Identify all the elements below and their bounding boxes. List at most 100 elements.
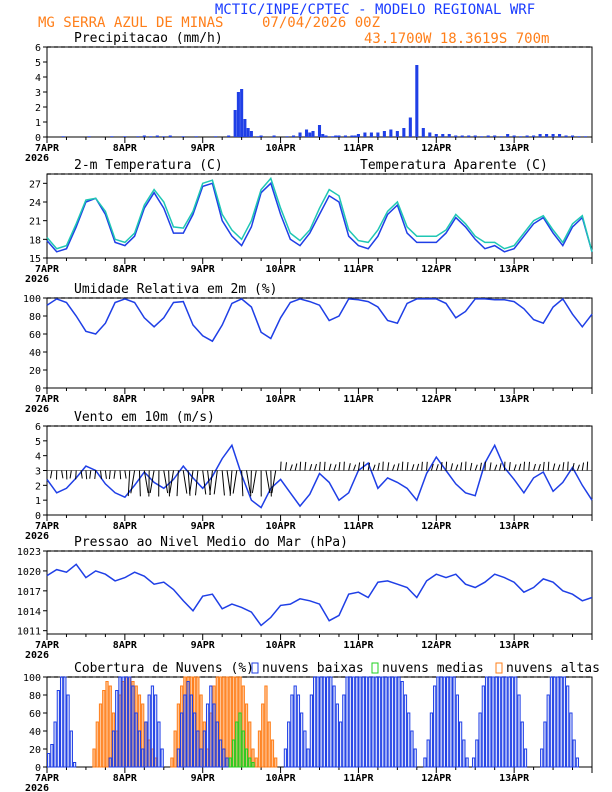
cloud-bar-0 bbox=[215, 721, 219, 768]
cloud-bar-2 bbox=[267, 721, 271, 768]
cloud-bar-0 bbox=[446, 676, 450, 768]
y-tick-label: 6 bbox=[35, 422, 41, 433]
cloud-bar-0 bbox=[196, 730, 200, 768]
x-tick-label: 8APR bbox=[113, 143, 138, 154]
cloud-bar-0 bbox=[364, 676, 369, 768]
wind-barb bbox=[241, 470, 244, 497]
cloud-bar-2 bbox=[102, 690, 106, 768]
cloud-bar-2 bbox=[261, 703, 265, 768]
y-tick-label: 20 bbox=[29, 366, 41, 377]
wind-barb bbox=[503, 461, 506, 471]
x-tick-label: 13APR bbox=[499, 394, 530, 405]
cloud-bar-0 bbox=[556, 676, 560, 768]
wind-barb bbox=[127, 470, 131, 497]
x-tick-label: 12APR bbox=[421, 521, 452, 532]
precip-bar bbox=[249, 131, 253, 137]
precip-bar bbox=[227, 135, 231, 137]
wind-barb bbox=[309, 464, 313, 471]
cloud-bar-0 bbox=[300, 712, 304, 768]
precip-bar bbox=[493, 135, 497, 137]
cloud-bar-0 bbox=[338, 721, 343, 768]
x-tick-label: 11APR bbox=[343, 394, 374, 405]
cloud-bar-0 bbox=[400, 681, 404, 768]
precip-bar bbox=[369, 132, 373, 137]
cloud-bar-0 bbox=[121, 676, 125, 768]
wind-barb bbox=[479, 462, 482, 471]
cloud-bar-0 bbox=[403, 694, 408, 768]
x-tick-label: 12APR bbox=[421, 394, 452, 405]
wind-barb bbox=[528, 461, 531, 471]
cloud-bar-0 bbox=[566, 685, 570, 768]
wind-barb bbox=[562, 462, 565, 471]
wind-barb bbox=[450, 463, 454, 471]
wind-barb bbox=[61, 470, 64, 479]
cloud-bar-0 bbox=[303, 730, 307, 768]
wind-barb bbox=[518, 463, 522, 471]
cloud-bar-0 bbox=[128, 676, 132, 768]
wind-barb bbox=[89, 470, 92, 479]
cloud-bar-2 bbox=[254, 757, 258, 768]
wind-barb bbox=[445, 461, 448, 471]
y-tick-label: 60 bbox=[29, 709, 41, 720]
precip-bar bbox=[259, 135, 263, 137]
panel-2: 15 18 21 24 27 7APR 8APR 9APR 10APR 11APR 12APR 13A… bbox=[25, 158, 593, 285]
cloud-bar-0 bbox=[332, 685, 336, 768]
x-tick-label: 12APR bbox=[421, 773, 452, 784]
cloud-bar-2 bbox=[92, 748, 96, 768]
cloud-bar-0 bbox=[462, 739, 466, 768]
y-tick-label: 0 bbox=[35, 511, 41, 522]
x-tick-label: 13APR bbox=[499, 264, 530, 275]
cloud-bar-0 bbox=[394, 676, 398, 768]
y-tick-label: 1 bbox=[35, 118, 41, 129]
series-line-1 bbox=[46, 176, 593, 252]
wind-barb bbox=[304, 461, 307, 471]
y-tick-label: 6 bbox=[35, 43, 41, 54]
precip-bar bbox=[285, 136, 289, 137]
precip-bar bbox=[428, 132, 432, 137]
cloud-bar-0 bbox=[147, 694, 151, 768]
wind-barb bbox=[416, 463, 420, 471]
cloud-bar-0 bbox=[222, 748, 226, 768]
cloud-bar-0 bbox=[290, 694, 294, 768]
precip-bar bbox=[243, 119, 247, 137]
wind-barb bbox=[372, 464, 376, 471]
wind-barb bbox=[508, 462, 511, 471]
wind-barb bbox=[168, 470, 170, 497]
cloud-bar-0 bbox=[325, 676, 330, 768]
wind-barb bbox=[426, 461, 428, 471]
wind-barb bbox=[435, 464, 439, 471]
precip-bar bbox=[415, 65, 419, 137]
cloud-bar-0 bbox=[510, 676, 515, 768]
cloud-bar-2 bbox=[274, 757, 278, 768]
wind-barb bbox=[319, 461, 321, 471]
cloud-bar-0 bbox=[176, 748, 181, 768]
precip-bar bbox=[162, 136, 166, 137]
precip-bar bbox=[532, 135, 536, 137]
cloud-bar-0 bbox=[475, 739, 479, 768]
precip-bar bbox=[382, 131, 386, 137]
wind-barb bbox=[80, 470, 83, 479]
y-tick-label: 21 bbox=[29, 217, 41, 228]
cloud-bar-0 bbox=[322, 676, 326, 768]
series-line-0 bbox=[46, 563, 593, 627]
wind-barb bbox=[401, 461, 404, 471]
cloud-bar-0 bbox=[348, 676, 352, 768]
cloud-bar-0 bbox=[549, 676, 554, 768]
y-tick-label: 0 bbox=[35, 763, 41, 774]
cloud-bar-2 bbox=[170, 757, 174, 768]
cloud-bar-0 bbox=[488, 676, 492, 768]
cloud-bar-0 bbox=[115, 690, 119, 768]
x-tick-label: 10APR bbox=[266, 264, 297, 275]
wind-barb bbox=[250, 470, 252, 497]
wind-barb bbox=[421, 461, 423, 471]
precip-bar bbox=[486, 135, 490, 137]
precip-bar bbox=[272, 135, 276, 137]
wind-barb bbox=[469, 462, 473, 471]
legend-label: Temperatura Aparente (C) bbox=[360, 158, 548, 173]
cloud-bar-0 bbox=[150, 685, 155, 768]
cloud-bar-0 bbox=[313, 676, 317, 768]
precip-bar bbox=[343, 135, 347, 137]
x-tick-label: 11APR bbox=[343, 640, 374, 651]
coords-label: 43.1700W 18.3619S 700m bbox=[364, 31, 549, 47]
wind-barb bbox=[411, 464, 415, 471]
